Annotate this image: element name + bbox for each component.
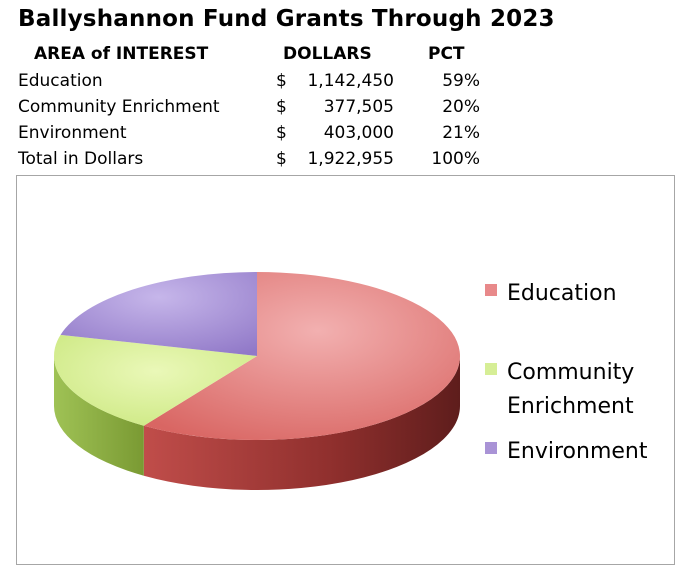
- pie-slice-education: [143, 272, 461, 440]
- row-amount: 1,142,450: [307, 71, 394, 91]
- pie-slice-environment: [60, 272, 258, 356]
- header-pct: PCT: [428, 44, 465, 64]
- pie-chart: Education Community Enrichment Environment: [53, 272, 648, 490]
- legend-swatch-environment: [485, 442, 497, 454]
- row-amount: 403,000: [323, 123, 394, 143]
- row-pct: 100%: [431, 149, 480, 169]
- header-area-of-interest: AREA of INTEREST: [34, 44, 209, 64]
- row-area: Environment: [18, 123, 127, 143]
- row-amount: 377,505: [323, 97, 394, 117]
- row-dollar-sign: $: [276, 149, 287, 169]
- legend-label-community-enrichment: Community Enrichment: [507, 360, 634, 419]
- legend-label-environment: Environment: [507, 439, 648, 464]
- legend-swatch-education: [485, 284, 497, 296]
- row-pct: 59%: [442, 71, 480, 91]
- header-dollars: DOLLARS: [283, 44, 372, 64]
- row-area: Total in Dollars: [18, 149, 144, 169]
- row-amount: 1,922,955: [307, 149, 394, 169]
- row-dollar-sign: $: [276, 97, 287, 117]
- legend-label-education: Education: [507, 281, 617, 306]
- row-area: Education: [18, 71, 103, 91]
- pie-side-education: [143, 356, 460, 490]
- legend-swatch-community-enrichment: [485, 363, 497, 375]
- chart-frame: Education Community Enrichment Environment: [16, 175, 675, 565]
- row-dollar-sign: $: [276, 71, 287, 91]
- pie-side-community-enrichment: [53, 356, 144, 476]
- pie-slice-community-enrichment: [54, 334, 257, 426]
- row-pct: 20%: [442, 97, 480, 117]
- row-pct: 21%: [442, 123, 480, 143]
- row-area: Community Enrichment: [18, 97, 220, 117]
- row-dollar-sign: $: [276, 123, 287, 143]
- page-title: Ballyshannon Fund Grants Through 2023: [18, 6, 555, 32]
